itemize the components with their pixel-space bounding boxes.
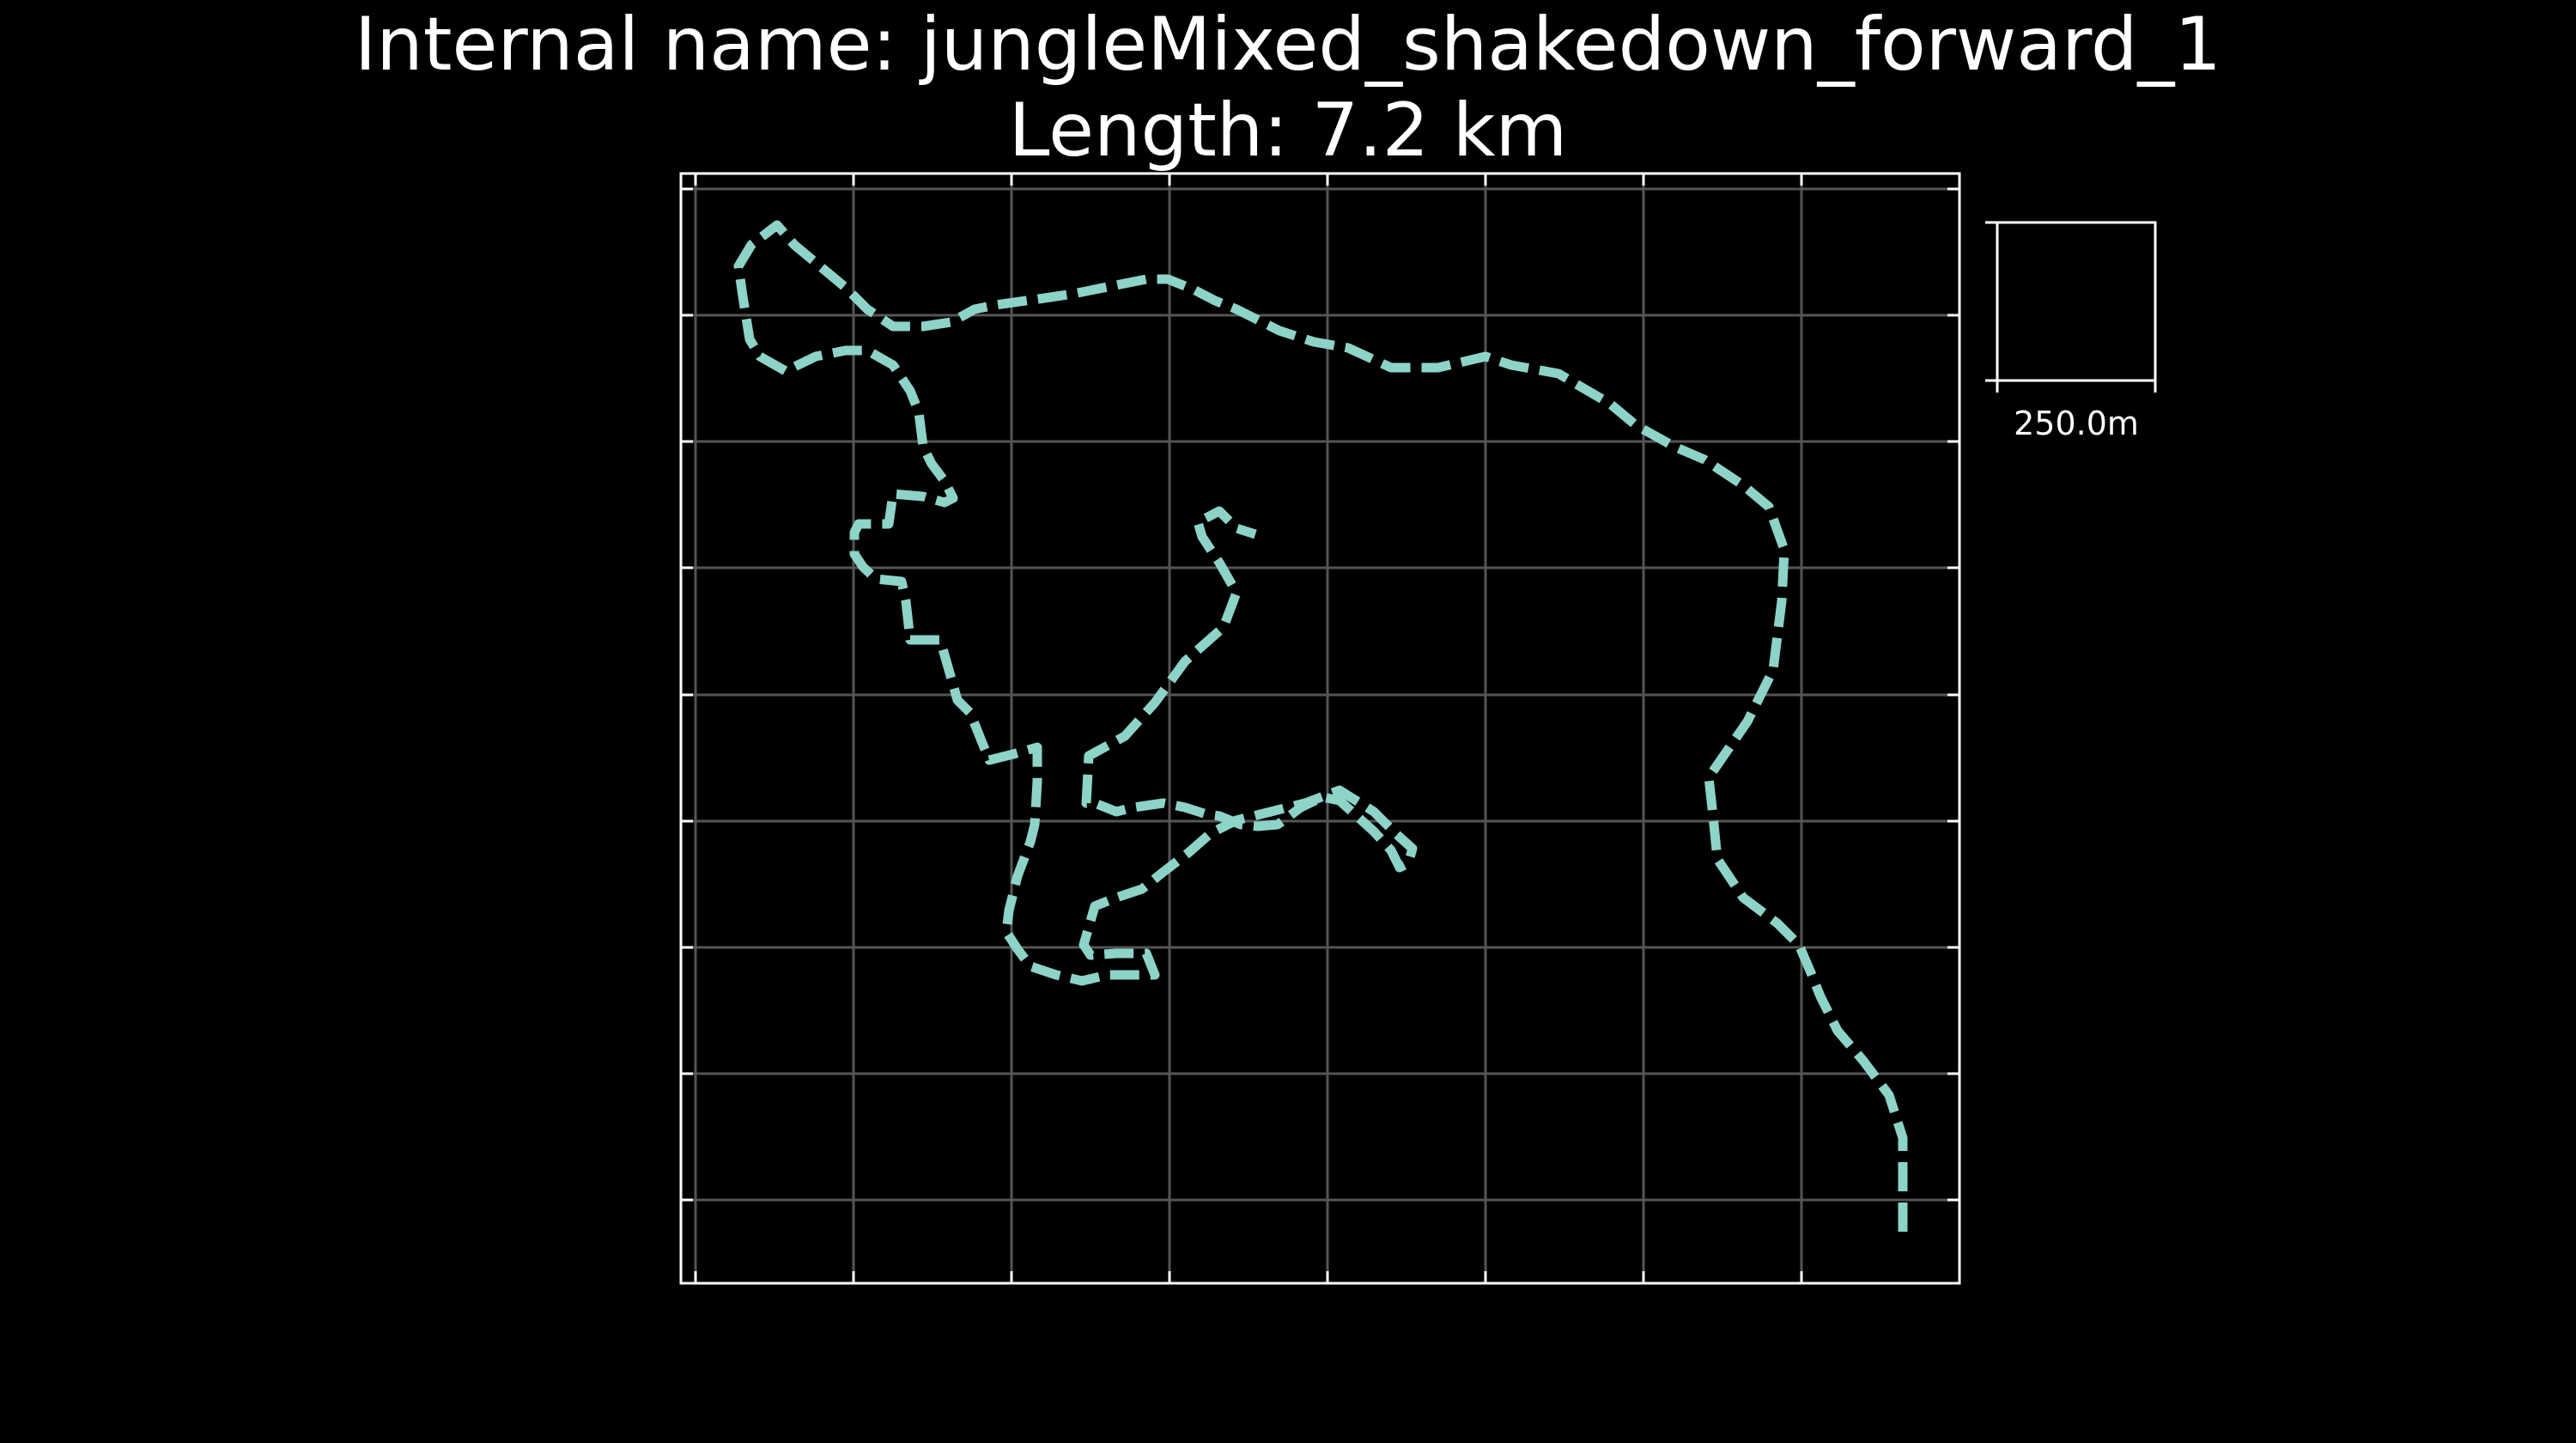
scale-bar — [1985, 221, 2157, 393]
plot-frame — [679, 172, 1961, 1285]
track-path — [733, 220, 1908, 1232]
title-internal-name: Internal name: jungleMixed_shakedown_for… — [354, 2, 2222, 88]
axis-ticks — [681, 174, 1961, 1283]
map-title: Internal name: jungleMixed_shakedown_for… — [0, 0, 2576, 174]
title-length: Length: 7.2 km — [1008, 88, 1568, 174]
grid — [681, 174, 1959, 1283]
scale-bar-label: 250.0m — [2014, 405, 2139, 442]
scale-bar-box — [1996, 221, 2157, 382]
